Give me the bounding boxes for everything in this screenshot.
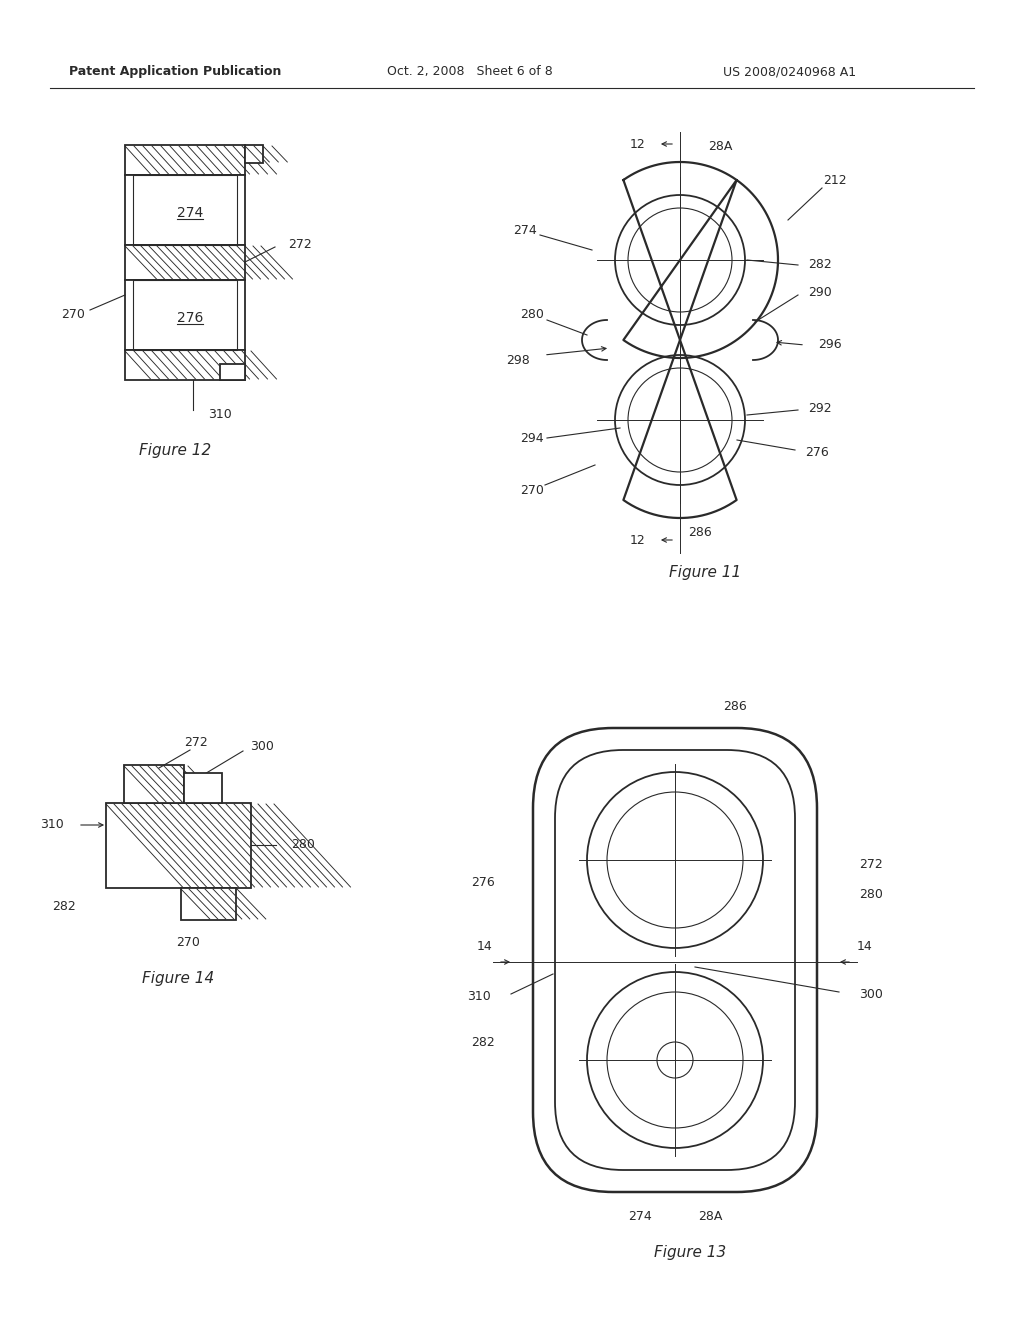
Text: Figure 11: Figure 11: [669, 565, 741, 581]
Bar: [106, 803, 251, 888]
Text: 12: 12: [630, 137, 645, 150]
Text: 292: 292: [808, 401, 831, 414]
Bar: [125, 280, 245, 350]
Text: 282: 282: [808, 259, 831, 272]
Bar: [125, 246, 245, 280]
Text: 300: 300: [859, 987, 883, 1001]
Bar: [133, 176, 237, 246]
Text: 310: 310: [208, 408, 231, 421]
Text: 14: 14: [857, 940, 872, 953]
Text: Patent Application Publication: Patent Application Publication: [69, 66, 282, 78]
Text: 272: 272: [288, 238, 311, 251]
Text: 296: 296: [818, 338, 842, 351]
Text: US 2008/0240968 A1: US 2008/0240968 A1: [723, 66, 856, 78]
Text: 276: 276: [177, 312, 203, 325]
Text: 272: 272: [859, 858, 883, 871]
Text: 270: 270: [61, 309, 85, 322]
Bar: [124, 766, 184, 803]
Text: 28A: 28A: [697, 1210, 722, 1224]
Bar: [125, 350, 245, 380]
Text: 276: 276: [805, 446, 828, 458]
Text: 280: 280: [520, 309, 544, 322]
Text: Figure 13: Figure 13: [654, 1245, 726, 1259]
Text: 280: 280: [291, 838, 314, 851]
Bar: [125, 176, 245, 246]
Bar: [181, 888, 236, 920]
Text: 310: 310: [40, 818, 63, 832]
Text: 286: 286: [723, 700, 746, 713]
Text: 286: 286: [688, 527, 712, 540]
Text: 282: 282: [471, 1035, 495, 1048]
Text: 290: 290: [808, 285, 831, 298]
Text: 12: 12: [630, 533, 645, 546]
Text: 274: 274: [513, 223, 537, 236]
Text: 276: 276: [471, 875, 495, 888]
Text: Figure 14: Figure 14: [142, 970, 214, 986]
Text: 280: 280: [859, 888, 883, 902]
Bar: [220, 364, 245, 380]
Text: 28A: 28A: [708, 140, 732, 153]
Text: 274: 274: [177, 206, 203, 220]
Bar: [184, 774, 222, 803]
Polygon shape: [624, 162, 778, 517]
Bar: [125, 145, 245, 176]
Text: 270: 270: [176, 936, 200, 949]
Text: 270: 270: [520, 483, 544, 496]
Text: 272: 272: [184, 737, 208, 750]
Text: 298: 298: [506, 354, 530, 367]
Bar: [245, 145, 263, 162]
Text: Oct. 2, 2008   Sheet 6 of 8: Oct. 2, 2008 Sheet 6 of 8: [387, 66, 553, 78]
Text: 14: 14: [477, 940, 493, 953]
Bar: [133, 280, 237, 350]
FancyBboxPatch shape: [534, 729, 817, 1192]
Text: 274: 274: [628, 1210, 652, 1224]
Text: 282: 282: [52, 899, 76, 912]
Text: 300: 300: [250, 741, 273, 754]
Text: Figure 12: Figure 12: [139, 442, 211, 458]
Text: 294: 294: [520, 432, 544, 445]
Text: 212: 212: [823, 173, 847, 186]
Text: 310: 310: [467, 990, 490, 1003]
